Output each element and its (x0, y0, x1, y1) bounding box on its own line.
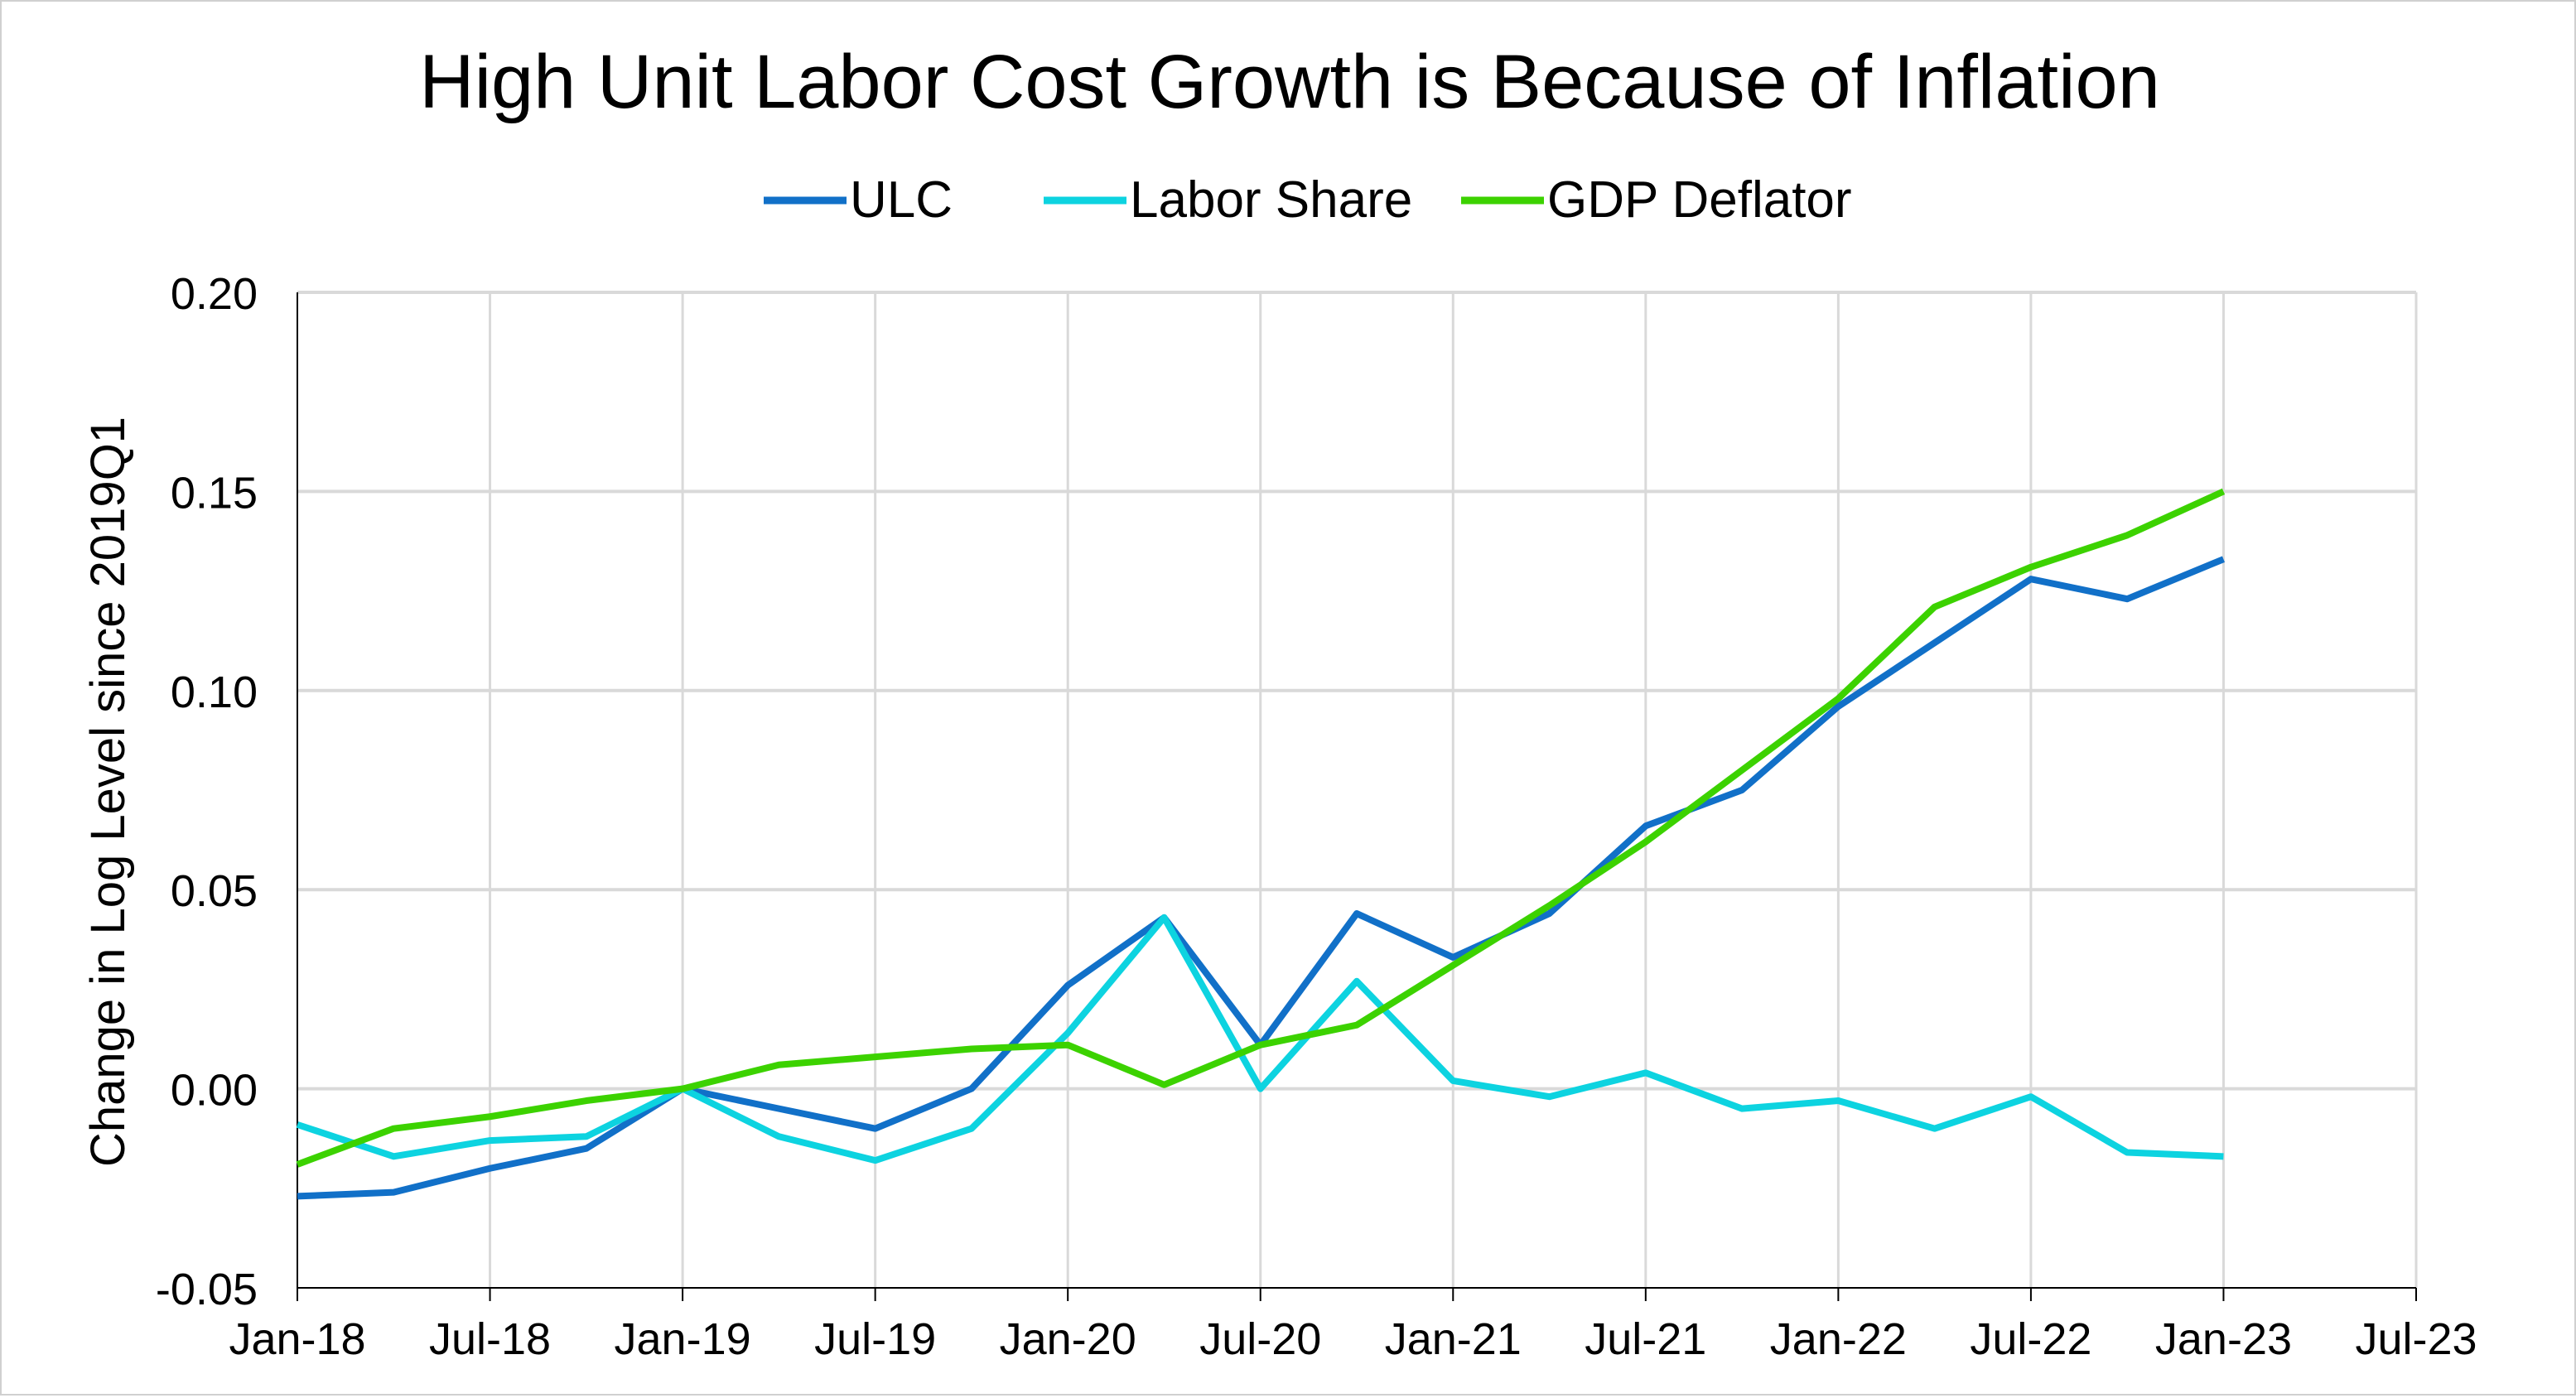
x-tick-label: Jan-20 (1000, 1314, 1136, 1364)
series-line-gdp-deflator (296, 488, 2226, 1168)
y-tick-label: 0.00 (171, 1066, 258, 1116)
y-tick-label: -0.05 (156, 1265, 258, 1314)
gridlines (297, 291, 2418, 1288)
legend: ULC Labor Share GDP Deflator (764, 171, 1852, 229)
legend-label: GDP Deflator (1547, 171, 1852, 229)
y-tick-label: 0.20 (171, 269, 258, 319)
x-tick-label: Jul-22 (1970, 1314, 2091, 1364)
x-tick-label: Jan-19 (615, 1314, 751, 1364)
x-tick-label: Jul-20 (1199, 1314, 1321, 1364)
x-tick-label: Jan-21 (1385, 1314, 1522, 1364)
x-tick-label: Jan-22 (1770, 1314, 1907, 1364)
legend-label: ULC (850, 171, 953, 229)
x-tick-label: Jul-18 (429, 1314, 551, 1364)
x-tick-label: Jan-18 (229, 1314, 365, 1364)
chart-title: High Unit Labor Cost Growth is Because o… (419, 40, 2160, 124)
x-tick-label: Jul-23 (2355, 1314, 2477, 1364)
x-tick-label: Jul-19 (814, 1314, 936, 1364)
y-axis-label: Change in Log Level since 2019Q1 (81, 417, 135, 1167)
y-tick-label: 0.05 (171, 866, 258, 916)
axes (297, 292, 2417, 1301)
series-lines (296, 488, 2226, 1200)
x-tick-label: Jul-21 (1585, 1314, 1706, 1364)
legend-label: Labor Share (1130, 171, 1412, 229)
x-tick-label: Jan-23 (2155, 1314, 2292, 1364)
y-tick-label: 0.10 (171, 668, 258, 717)
y-tick-label: 0.15 (171, 468, 258, 518)
series-line-labor-share (296, 914, 2224, 1164)
